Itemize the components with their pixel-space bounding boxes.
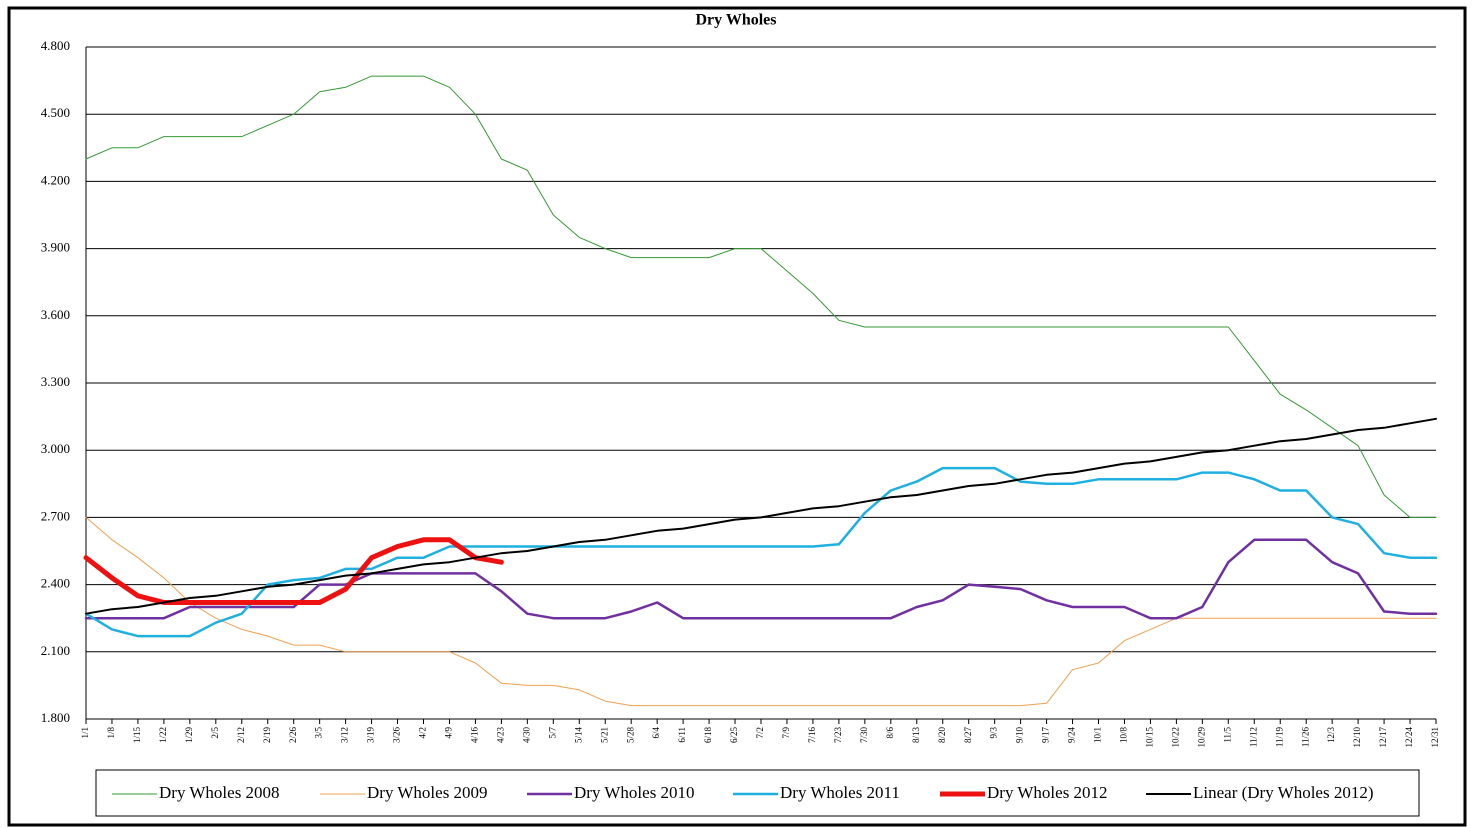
legend-box bbox=[95, 769, 1420, 817]
chart-title: Dry Wholes bbox=[695, 12, 776, 29]
x-tick-label: 12/10 bbox=[1352, 727, 1362, 748]
series-line bbox=[85, 75, 1437, 518]
series-line bbox=[83, 537, 504, 605]
x-tick-label: 10/15 bbox=[1144, 727, 1154, 748]
x-tick-label: 4/16 bbox=[469, 727, 479, 744]
y-tick-label: 3.900 bbox=[41, 240, 70, 255]
x-tick-label: 6/11 bbox=[677, 727, 687, 743]
x-tick-label: 5/14 bbox=[573, 727, 583, 744]
y-tick-label: 1.800 bbox=[41, 710, 70, 725]
x-tick-label: 4/9 bbox=[444, 727, 454, 739]
y-tick-label: 4.500 bbox=[41, 105, 70, 120]
y-tick-label: 4.800 bbox=[41, 38, 70, 53]
x-tick-label: 3/12 bbox=[340, 727, 350, 743]
x-tick-label: 3/19 bbox=[366, 727, 376, 744]
x-tick-label: 1/1 bbox=[80, 727, 90, 739]
legend-label: Linear (Dry Wholes 2012) bbox=[1193, 783, 1374, 802]
legend-label: Dry Wholes 2010 bbox=[574, 783, 695, 802]
x-tick-label: 11/26 bbox=[1300, 727, 1310, 748]
x-tick-label: 10/29 bbox=[1196, 727, 1206, 748]
x-tick-label: 8/6 bbox=[885, 727, 895, 739]
x-tick-label: 2/19 bbox=[262, 727, 272, 744]
x-tick-label: 11/5 bbox=[1222, 727, 1232, 743]
x-tick-label: 9/10 bbox=[1015, 727, 1025, 744]
x-tick-label: 9/17 bbox=[1041, 727, 1051, 744]
y-tick-label: 2.100 bbox=[41, 643, 70, 658]
x-tick-label: 8/20 bbox=[937, 727, 947, 744]
series-line bbox=[84, 466, 1438, 638]
x-tick-label: 7/9 bbox=[781, 727, 791, 739]
x-tick-label: 8/27 bbox=[963, 727, 973, 744]
x-tick-label: 10/22 bbox=[1170, 727, 1180, 748]
series-line bbox=[84, 538, 1438, 620]
x-tick-label: 5/28 bbox=[625, 727, 635, 744]
x-tick-label: 6/4 bbox=[651, 727, 661, 739]
legend-label: Dry Wholes 2009 bbox=[367, 783, 488, 802]
x-tick-label: 8/13 bbox=[911, 727, 921, 744]
x-tick-label: 7/23 bbox=[833, 727, 843, 744]
y-tick-label: 2.700 bbox=[41, 508, 70, 523]
x-tick-label: 10/1 bbox=[1093, 727, 1103, 743]
x-tick-label: 4/30 bbox=[521, 727, 531, 744]
x-tick-label: 3/5 bbox=[314, 727, 324, 739]
x-tick-label: 1/8 bbox=[106, 727, 116, 739]
x-tick-label: 9/24 bbox=[1067, 727, 1077, 744]
x-tick-label: 1/15 bbox=[132, 727, 142, 744]
x-tick-label: 3/26 bbox=[392, 727, 402, 744]
x-tick-label: 11/19 bbox=[1274, 727, 1284, 748]
legend-label: Dry Wholes 2008 bbox=[159, 783, 280, 802]
legend-label: Dry Wholes 2012 bbox=[987, 783, 1108, 802]
x-tick-label: 7/16 bbox=[807, 727, 817, 744]
y-tick-label: 3.600 bbox=[41, 307, 70, 322]
x-tick-label: 12/3 bbox=[1326, 727, 1336, 744]
series-line bbox=[85, 516, 1437, 707]
x-tick-label: 1/29 bbox=[184, 727, 194, 744]
x-tick-label: 11/12 bbox=[1248, 727, 1258, 747]
x-tick-label: 5/7 bbox=[547, 727, 557, 739]
x-tick-label: 1/22 bbox=[158, 727, 168, 743]
x-tick-label: 2/26 bbox=[288, 727, 298, 744]
y-tick-label: 3.300 bbox=[41, 374, 70, 389]
y-tick-label: 4.200 bbox=[41, 172, 70, 187]
chart-frame bbox=[7, 6, 1467, 827]
x-tick-label: 4/2 bbox=[418, 727, 428, 739]
x-tick-label: 9/3 bbox=[989, 727, 999, 739]
x-tick-label: 6/18 bbox=[703, 727, 713, 744]
y-tick-label: 3.000 bbox=[41, 441, 70, 456]
x-tick-label: 10/8 bbox=[1119, 727, 1129, 744]
x-tick-label: 2/12 bbox=[236, 727, 246, 743]
x-tick-label: 12/31 bbox=[1430, 727, 1440, 748]
x-tick-label: 7/30 bbox=[859, 727, 869, 744]
x-tick-label: 6/25 bbox=[729, 727, 739, 744]
x-tick-label: 4/23 bbox=[495, 727, 505, 744]
x-tick-label: 7/2 bbox=[755, 727, 765, 739]
series-line bbox=[85, 417, 1437, 615]
x-tick-label: 5/21 bbox=[599, 727, 609, 743]
x-tick-label: 12/17 bbox=[1378, 727, 1388, 748]
legend-label: Dry Wholes 2011 bbox=[780, 783, 900, 802]
x-tick-label: 2/5 bbox=[210, 727, 220, 739]
x-tick-label: 12/24 bbox=[1404, 727, 1414, 748]
y-tick-label: 2.400 bbox=[41, 576, 70, 591]
